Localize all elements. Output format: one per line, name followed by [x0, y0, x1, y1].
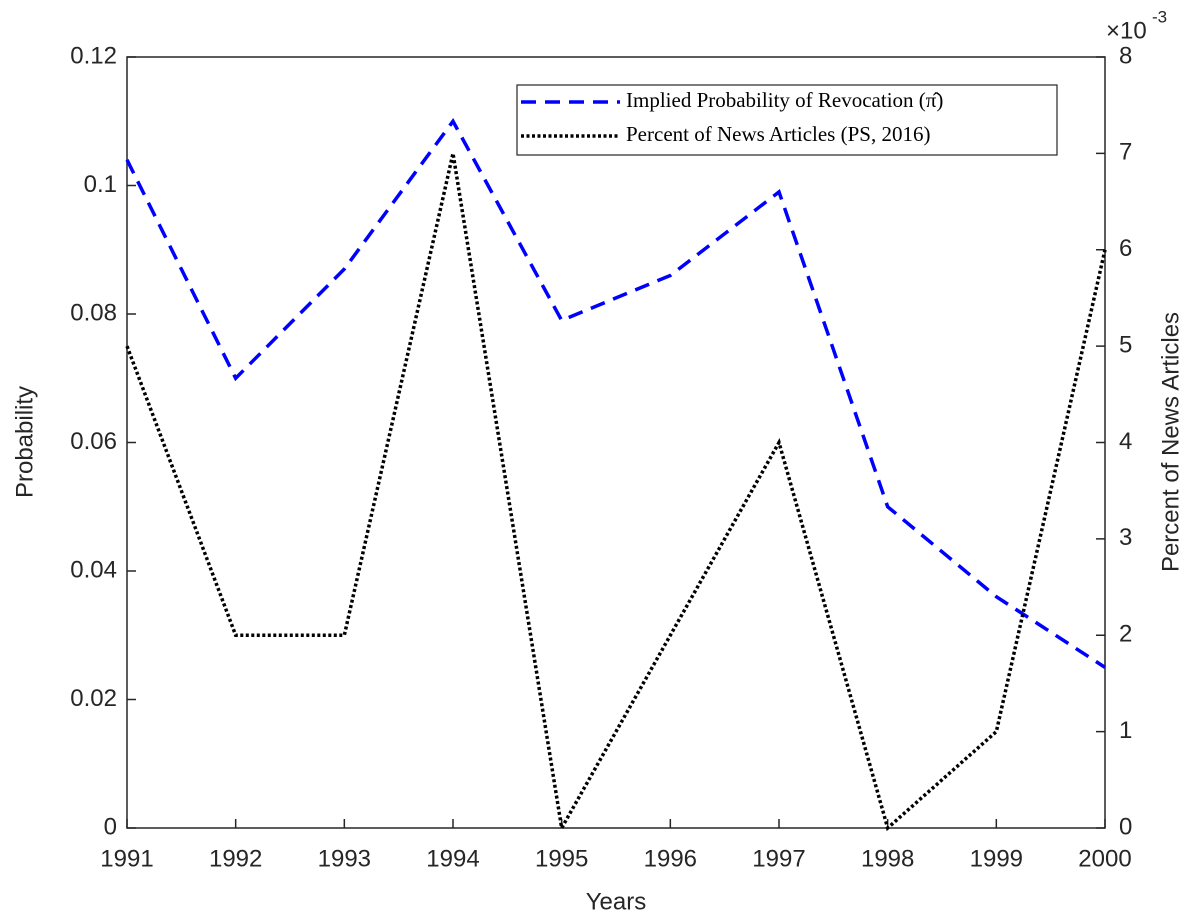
x-tick-label: 1997 [752, 845, 805, 872]
x-tick-label: 1993 [318, 845, 371, 872]
y2-tick-label: 0 [1119, 813, 1132, 840]
y2-tick-label: 4 [1119, 428, 1132, 455]
y2-tick-label: 2 [1119, 621, 1132, 648]
x-tick-label: 1995 [535, 845, 588, 872]
legend-label: Percent of News Articles (PS, 2016) [626, 122, 930, 146]
x-tick-label: 1999 [970, 845, 1023, 872]
y-tick-label: 0.06 [70, 428, 117, 455]
y2-tick-label: 7 [1119, 139, 1132, 166]
y2-tick-label: 1 [1119, 717, 1132, 744]
y2-axis-title: Percent of News Articles [1157, 312, 1184, 572]
y2-scale-exponent: -3 [1152, 7, 1167, 26]
x-tick-label: 1992 [209, 845, 262, 872]
y-tick-label: 0.04 [70, 556, 117, 583]
y2-tick-label: 5 [1119, 331, 1132, 358]
y-tick-label: 0.1 [84, 171, 117, 198]
series-line [125, 152, 1107, 834]
y-tick-label: 0 [104, 813, 117, 840]
x-axis-title: Years [586, 888, 647, 915]
x-tick-label: 1996 [644, 845, 697, 872]
x-tick-label: 1998 [861, 845, 914, 872]
y-tick-label: 0.12 [70, 42, 117, 69]
y2-tick-label: 6 [1119, 235, 1132, 262]
legend-label: Implied Probability of Revocation (π̂) [626, 88, 943, 112]
series-line [125, 117, 1106, 669]
y2-scale-base: ×10 [1106, 17, 1147, 44]
y2-tick-label: 3 [1119, 524, 1132, 551]
legend-box [516, 84, 1058, 156]
y-axis-title: Probability [11, 386, 38, 498]
y-tick-label: 0.08 [70, 299, 117, 326]
y-tick-label: 0.02 [70, 685, 117, 712]
x-tick-label: 1991 [100, 845, 153, 872]
plot-frame [126, 56, 1106, 829]
x-tick-label: 2000 [1078, 845, 1131, 872]
y2-tick-label: 8 [1119, 42, 1132, 69]
x-tick-label: 1994 [426, 845, 479, 872]
